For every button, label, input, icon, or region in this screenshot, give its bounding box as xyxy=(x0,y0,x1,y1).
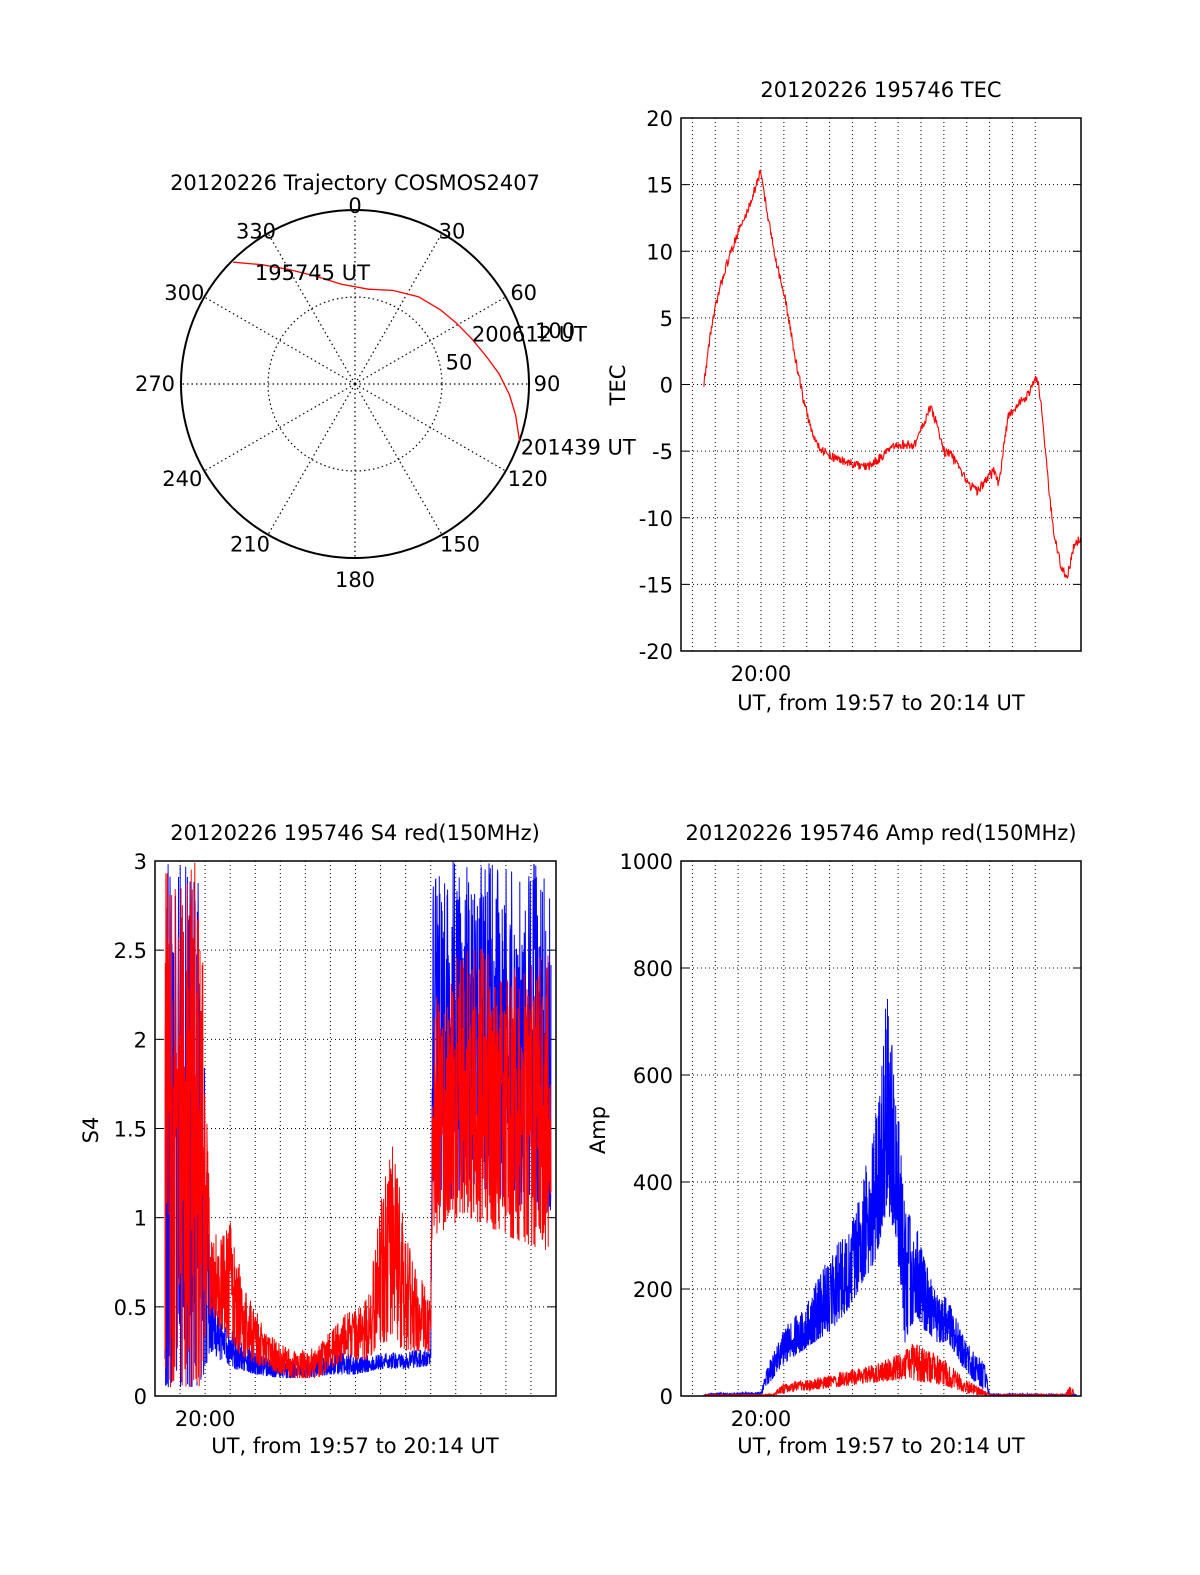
plot-frame xyxy=(680,117,1082,652)
s4-title: 20120226 195746 S4 red(150MHz) xyxy=(170,821,540,845)
polar-spoke xyxy=(354,233,443,385)
polar-angle-label: 150 xyxy=(440,533,480,557)
amp-ylabel: Amp xyxy=(586,1106,610,1154)
polar-spoke xyxy=(267,383,356,535)
polar-angle-label: 330 xyxy=(236,219,276,243)
s4-plot: 20120226 195746 S4 red(150MHz) S4 UT, fr… xyxy=(79,821,557,1458)
polar-spoke xyxy=(354,383,443,535)
polar-outer-circle xyxy=(180,209,530,559)
polar-angle-label: 60 xyxy=(510,281,537,305)
y-tick-label: 0 xyxy=(660,374,673,398)
plot-frame xyxy=(680,860,1082,1397)
trajectory-time-annotation: 195745 UT xyxy=(255,261,370,285)
tec-series xyxy=(703,169,1081,580)
series-line xyxy=(703,998,1077,1396)
y-tick-label: 200 xyxy=(633,1278,673,1302)
trajectory-track xyxy=(233,261,521,441)
s4-axes: 0 0.5 1 1.5 2 2.5 3 20:00 xyxy=(114,850,556,1431)
tec-ylabel: TEC xyxy=(606,365,630,407)
y-tick-label: 0 xyxy=(660,1385,673,1409)
polar-angle-label: 120 xyxy=(508,467,548,491)
y-tick-label: 400 xyxy=(633,1171,673,1195)
polar-spoke xyxy=(204,383,356,472)
y-tick-label: -15 xyxy=(639,573,673,597)
y-tick-label: 5 xyxy=(660,307,673,331)
amp-series xyxy=(703,998,1077,1396)
polar-spoke xyxy=(354,296,506,385)
y-tick-label: 2 xyxy=(134,1028,147,1052)
y-tick-label: 20 xyxy=(646,107,673,131)
y-tick-label: 600 xyxy=(633,1064,673,1088)
amp-axes: 0 200 400 600 800 1000 20:00 xyxy=(620,850,1081,1431)
x-tick-label: 20:00 xyxy=(731,1407,792,1431)
tec-plot: 20120226 195746 TEC TEC UT, from 19:57 t… xyxy=(606,78,1082,715)
amp-plot: 20120226 195746 Amp red(150MHz) Amp UT, … xyxy=(586,821,1082,1458)
y-tick-label: -5 xyxy=(652,440,673,464)
tec-xlabel: UT, from 19:57 to 20:14 UT xyxy=(737,691,1025,715)
polar-ring-label: 100 xyxy=(535,319,575,343)
s4-series xyxy=(164,861,552,1388)
polar-angle-label: 300 xyxy=(164,281,204,305)
plot-frame xyxy=(154,860,557,1397)
y-tick-label: 0.5 xyxy=(114,1296,147,1320)
polar-angle-label: 30 xyxy=(439,219,466,243)
polar-angle-labels: 0 30 60 90 120 150 180 210 240 270 300 330 50 100 xyxy=(135,194,575,592)
polar-spoke xyxy=(354,383,506,472)
polar-angle-label: 270 xyxy=(135,372,175,396)
y-tick-label: 0 xyxy=(134,1385,147,1409)
amp-xlabel: UT, from 19:57 to 20:14 UT xyxy=(737,1434,1025,1458)
polar-ring-label: 50 xyxy=(446,350,473,374)
trajectory-annotations: 195745 UT 200612 UT 201439 UT xyxy=(255,261,636,460)
y-tick-label: 1 xyxy=(134,1207,147,1231)
y-tick-label: -10 xyxy=(639,507,673,531)
polar-angle-label: 210 xyxy=(230,533,270,557)
y-tick-label: 2.5 xyxy=(114,939,147,963)
series-line xyxy=(164,862,552,1388)
amp-title: 20120226 195746 Amp red(150MHz) xyxy=(685,821,1076,845)
trajectory-polar-plot: 20120226 Trajectory COSMOS2407 0 30 60 90 12… xyxy=(135,171,636,592)
y-tick-label: 3 xyxy=(134,850,147,874)
y-tick-label: 1.5 xyxy=(114,1118,147,1142)
polar-angle-label: 180 xyxy=(335,568,375,592)
y-tick-label: 15 xyxy=(646,174,673,198)
x-tick-label: 20:00 xyxy=(175,1407,236,1431)
polar-grid xyxy=(180,209,530,559)
polar-angle-label: 0 xyxy=(348,194,361,218)
x-tick-label: 20:00 xyxy=(731,662,792,686)
trajectory-title: 20120226 Trajectory COSMOS2407 xyxy=(170,171,540,195)
y-tick-label: 1000 xyxy=(620,850,673,874)
polar-angle-label: 240 xyxy=(162,467,202,491)
series-line xyxy=(703,169,1081,580)
s4-xlabel: UT, from 19:57 to 20:14 UT xyxy=(211,1434,499,1458)
tec-title: 20120226 195746 TEC xyxy=(760,78,1001,102)
y-tick-label: 10 xyxy=(646,240,673,264)
y-tick-label: 800 xyxy=(633,957,673,981)
trajectory-time-annotation: 200612 UT xyxy=(472,322,587,346)
trajectory-time-annotation: 201439 UT xyxy=(521,436,636,460)
polar-spoke xyxy=(267,233,356,385)
polar-angle-label: 90 xyxy=(534,372,561,396)
s4-ylabel: S4 xyxy=(79,1117,103,1144)
series-line xyxy=(703,1343,1075,1396)
polar-spoke xyxy=(204,296,356,385)
y-tick-label: -20 xyxy=(639,640,673,664)
tec-axes: -20 -15 -10 -5 0 5 10 15 20 20:00 xyxy=(639,107,1081,686)
trajectory-path xyxy=(233,261,521,441)
